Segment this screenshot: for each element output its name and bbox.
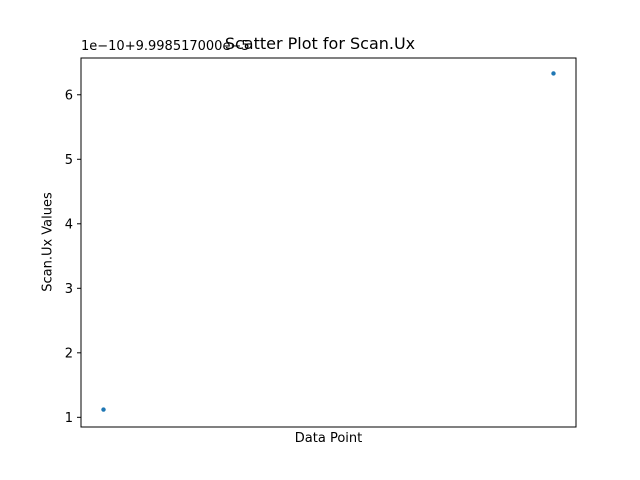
y-tick-label: 1	[65, 411, 73, 426]
x-axis-label: Data Point	[294, 431, 363, 446]
y-tick-label: 2	[65, 346, 73, 361]
chart-title: Scatter Plot for Scan.Ux	[224, 34, 416, 53]
plot-frame	[80, 57, 577, 428]
y-tick-label: 4	[65, 217, 73, 232]
y-axis-ticks: 1 2 3 4 5 6	[65, 88, 81, 426]
y-tick-label: 6	[65, 88, 73, 103]
y-axis-offset-label: 1e−10+9.998517000e−5	[81, 39, 250, 54]
data-points	[101, 71, 556, 412]
y-tick-label: 3	[65, 282, 73, 297]
data-point	[551, 71, 556, 76]
y-axis-label: Scan.Ux Values	[40, 192, 56, 292]
y-tick-label: 5	[65, 153, 73, 168]
data-point	[101, 407, 106, 412]
